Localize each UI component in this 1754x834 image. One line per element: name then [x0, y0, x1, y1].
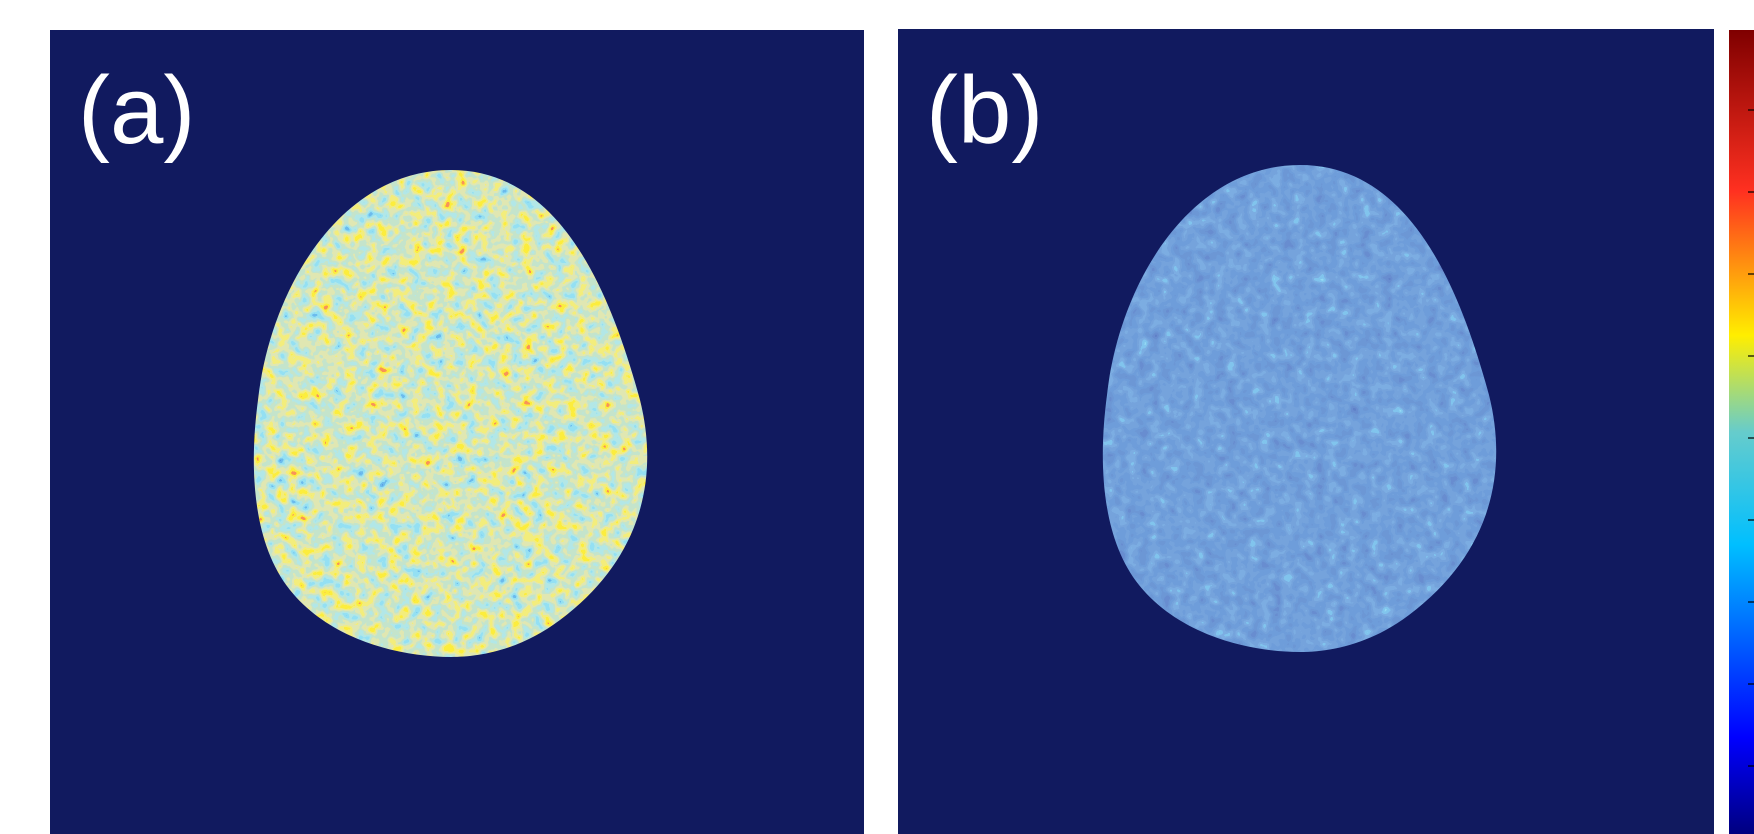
panel-label: (b) [926, 57, 1043, 164]
page: {"panels": [{"label": "(a)"}, {"label": … [0, 0, 1754, 834]
colorbar [1729, 30, 1754, 834]
figure: (a) (b) [0, 0, 1754, 834]
panel-label: (a) [78, 57, 195, 164]
